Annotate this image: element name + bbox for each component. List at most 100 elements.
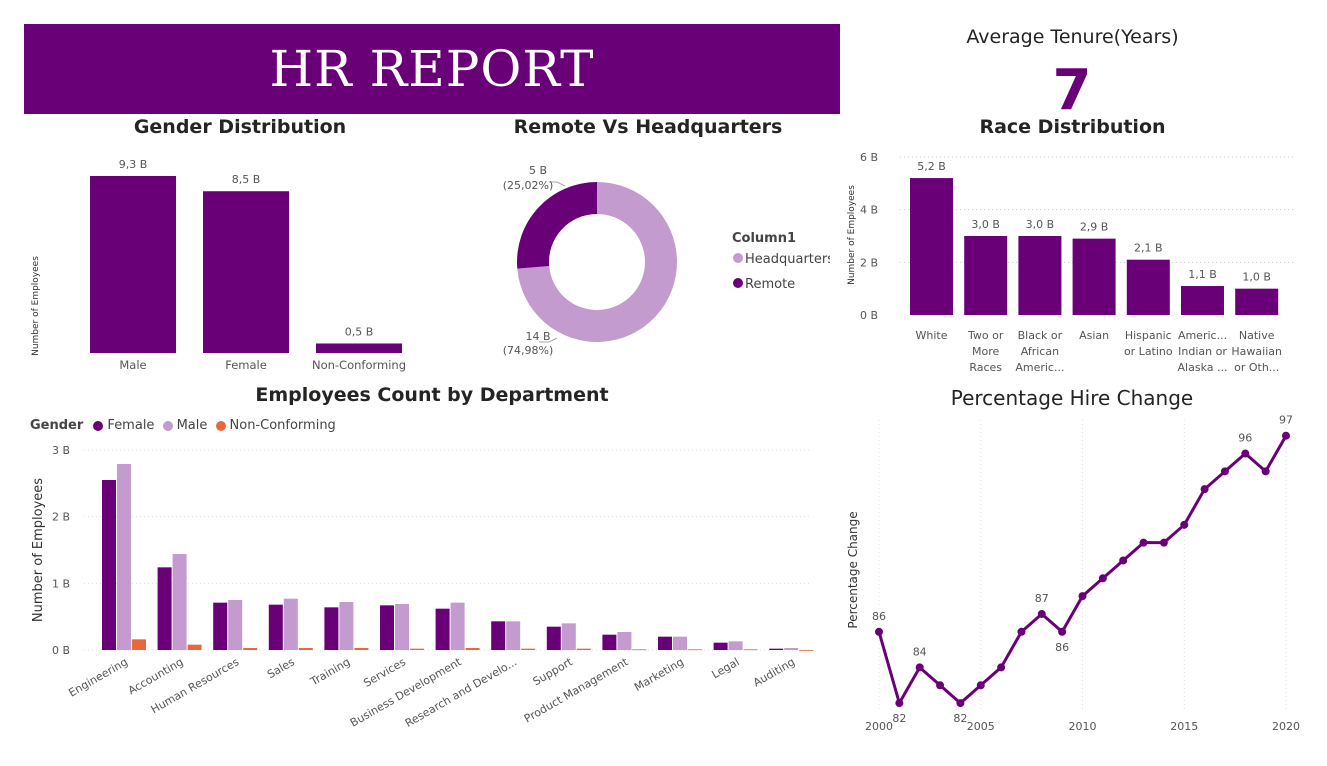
department-bar [743, 649, 758, 651]
race-category-label: African [1021, 345, 1059, 358]
department-bar [546, 626, 561, 650]
hire-point [956, 699, 965, 708]
department-bar [617, 632, 632, 650]
hire-point-label: 86 [872, 610, 886, 623]
gender-category-label: Non-Conforming [312, 358, 406, 372]
hire-point [1261, 467, 1270, 476]
race-data-label: 2,9 B [1080, 221, 1109, 234]
employees-by-department-chart: Number of Employees 0 B 1 B 2 B 3 B Engineer… [31, 444, 814, 730]
hire-point [895, 699, 904, 708]
department-bar [713, 642, 728, 650]
race-category-label: or Oth... [1234, 361, 1279, 374]
department-bar [395, 604, 409, 650]
department-bar [799, 650, 814, 651]
department-y-tick: 1 B [52, 577, 70, 590]
gender-category-label: Male [119, 358, 146, 372]
race-category-label: Races [969, 361, 1002, 374]
race-bar [910, 178, 953, 315]
remote-value-label: 5 B [529, 164, 547, 177]
department-category-label: Services [361, 655, 408, 690]
department-bar [435, 608, 450, 650]
legend-marker-female [93, 420, 104, 431]
remote-percent-label: (25,02%) [503, 179, 554, 192]
legend-female: Female [107, 418, 155, 433]
remote-percent-label: (74,98%) [503, 344, 554, 357]
department-legend: Gender Female Male Non-Conforming [30, 418, 336, 433]
hire-point [1220, 467, 1229, 476]
report-banner: HR REPORT [24, 24, 840, 114]
department-bar [673, 636, 687, 650]
race-category-label: or Latino [1124, 345, 1173, 358]
gender-bar [90, 176, 176, 353]
kpi-title: Average Tenure(Years) [966, 26, 1179, 48]
hire-point [1037, 609, 1046, 618]
department-bar [450, 602, 465, 650]
department-category-label: Training [307, 655, 352, 688]
department-bar [283, 598, 298, 650]
hire-point [997, 663, 1006, 672]
department-bar [561, 623, 576, 650]
race-category-label: Native [1239, 329, 1275, 342]
race-data-label: 5,2 B [917, 160, 946, 173]
race-bar [1235, 288, 1279, 315]
race-y-tick: 6 B [860, 151, 878, 164]
department-bar [339, 602, 354, 650]
percentage-hire-change-chart: Percentage Change 2000 2005 2010 2015 2020 86… [846, 414, 1300, 733]
hire-point [875, 627, 883, 636]
hire-point-label: 82 [953, 712, 967, 725]
department-bar [354, 648, 369, 650]
hire-point [936, 681, 945, 690]
gender-data-label: 8,5 B [232, 173, 261, 186]
race-y-tick: 0 B [860, 309, 878, 322]
race-category-label: Hispanic [1125, 329, 1172, 342]
race-data-label: 1,1 B [1188, 268, 1217, 281]
hire-point-label: 84 [913, 645, 927, 658]
department-y-axis-label: Number of Employees [31, 478, 46, 622]
race-bar [1072, 238, 1116, 315]
department-category-label: Engineering [66, 655, 130, 699]
legend-marker-nonconforming [215, 420, 226, 431]
hire-point [1058, 627, 1067, 636]
hire-x-tick: 2010 [1069, 720, 1097, 733]
remote-slice [517, 182, 677, 342]
race-bar [964, 236, 1008, 315]
remote-legend-remote: Remote [745, 277, 795, 292]
department-bar [380, 605, 394, 650]
remote-chart-title: Remote Vs Headquarters [513, 116, 783, 138]
remote-vs-headquarters-chart: 14 B(74,98%) 5 B (25,02%) Column1 Headquar… [503, 164, 830, 357]
remote-legend-marker-remote [733, 278, 743, 288]
department-bar [172, 554, 187, 650]
department-bar [102, 480, 116, 650]
race-category-label: Americ... [1178, 329, 1227, 342]
remote-legend-title: Column1 [732, 231, 796, 246]
department-bar [324, 607, 339, 650]
hire-x-tick: 2015 [1170, 720, 1198, 733]
department-bar [465, 648, 480, 650]
department-bar [132, 639, 146, 650]
race-category-label: Hawaiian [1231, 345, 1282, 358]
department-y-tick: 2 B [52, 511, 70, 524]
gender-data-label: 0,5 B [345, 325, 374, 338]
race-y-tick: 2 B [860, 256, 878, 269]
department-y-tick: 3 B [52, 444, 70, 457]
hire-point-label: 87 [1035, 592, 1049, 605]
department-bar [228, 600, 243, 650]
department-category-label: Marketing [632, 655, 686, 694]
race-category-label: Indian or [1178, 345, 1227, 358]
department-bar [298, 648, 313, 650]
department-bar [506, 621, 521, 650]
race-data-label: 3,0 B [971, 218, 1000, 231]
department-bar [187, 644, 202, 650]
department-category-label: Auditing [751, 655, 797, 689]
department-legend-title: Gender [30, 418, 84, 433]
department-bar [576, 648, 591, 650]
legend-male: Male [176, 418, 208, 433]
kpi-value: 7 [1052, 58, 1092, 123]
race-category-label: Two or [967, 329, 1004, 342]
gender-chart-title: Gender Distribution [133, 116, 347, 138]
hire-point-label: 96 [1238, 432, 1252, 445]
race-y-axis-label: Number of Employees [847, 185, 857, 285]
department-y-tick: 0 B [52, 644, 70, 657]
department-category-label: Sales [265, 655, 297, 681]
department-bar [491, 621, 506, 650]
